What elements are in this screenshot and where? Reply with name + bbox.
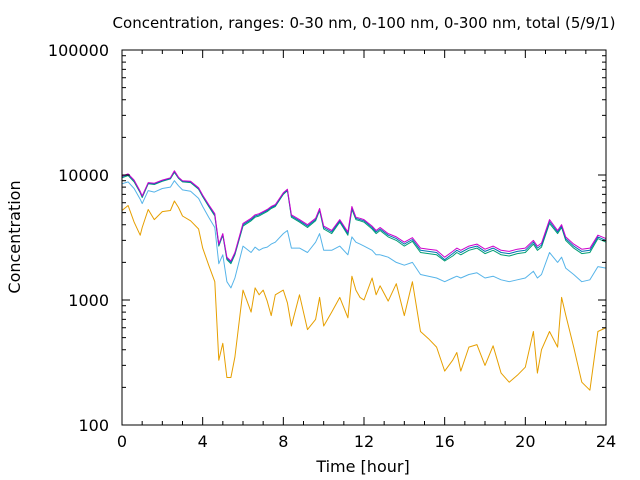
x-tick-label: 0 [117, 432, 127, 451]
y-tick-label: 100000 [48, 41, 109, 60]
series-line-1 [121, 200, 607, 391]
x-axis-label: Time [hour] [315, 457, 409, 476]
x-tick-label: 12 [354, 432, 374, 451]
y-tick-label: 10000 [58, 166, 109, 185]
x-tick-label: 16 [434, 432, 454, 451]
x-tick-label: 24 [596, 432, 616, 451]
series-line-3 [121, 171, 607, 265]
series-line-2 [121, 180, 607, 289]
x-tick-label: 8 [278, 432, 288, 451]
y-axis: 100 1000 10000 100000 [48, 41, 606, 435]
y-axis-label: Concentration [5, 180, 24, 293]
chart-title: Concentration, ranges: 0-30 nm, 0-100 nm… [113, 14, 616, 32]
plot-lines [121, 170, 607, 391]
series-line-5 [121, 170, 607, 262]
x-axis: 0 4 8 12 16 20 24 [117, 50, 616, 451]
plot-frame [121, 49, 607, 426]
x-tick-label: 4 [198, 432, 208, 451]
x-tick-label: 20 [515, 432, 535, 451]
y-tick-label: 100 [78, 416, 109, 435]
y-tick-label: 1000 [68, 291, 109, 310]
